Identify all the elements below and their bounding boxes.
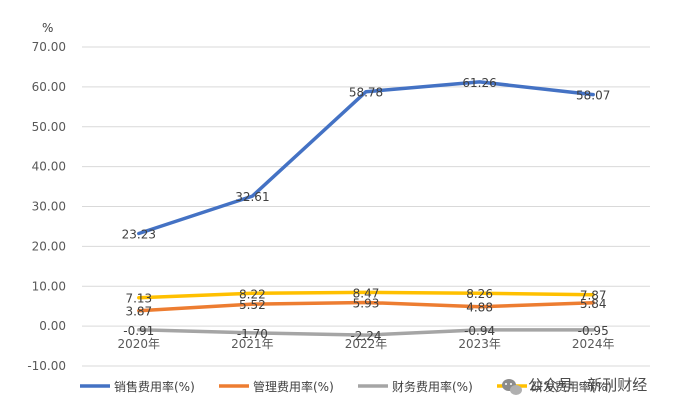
y-tick-label: 30.00 — [32, 200, 66, 214]
y-tick-label: 40.00 — [32, 160, 66, 174]
gridlines — [82, 46, 650, 367]
y-tick-label: 50.00 — [32, 120, 66, 134]
series-line-0 — [137, 80, 595, 236]
series-line-1 — [137, 300, 595, 313]
data-label: -0.95 — [578, 324, 609, 338]
data-label: 8.26 — [466, 287, 493, 301]
data-label: 23.23 — [122, 227, 156, 241]
data-label: 3.87 — [125, 305, 152, 319]
data-label: 61.26 — [462, 76, 496, 90]
data-label: -2.24 — [350, 329, 381, 343]
y-tick-label: 70.00 — [32, 40, 66, 54]
y-tick-label: 10.00 — [32, 279, 66, 293]
series-lines — [137, 80, 595, 337]
x-tick-label: 2024年 — [572, 337, 615, 351]
data-label: 7.13 — [125, 292, 152, 306]
wechat-icon — [502, 379, 522, 395]
data-label: -0.91 — [123, 324, 154, 338]
x-tick-label: 2020年 — [118, 337, 161, 351]
y-axis-ticks: 70.00 60.00 50.00 40.00 30.00 20.00 10.00 0.00 -… — [27, 40, 66, 373]
data-label: 58.07 — [576, 89, 610, 103]
data-label: 5.84 — [580, 297, 607, 311]
legend-label: 销售费用率(%) — [114, 379, 195, 394]
data-label: 32.61 — [235, 190, 269, 204]
y-tick-label: -10.00 — [27, 359, 66, 373]
data-label: 58.78 — [349, 86, 383, 100]
y-tick-label: 60.00 — [32, 80, 66, 94]
watermark: 公众号 · 新刊财经 — [502, 376, 647, 395]
data-label: 8.22 — [239, 287, 266, 301]
x-tick-label: 2021年 — [231, 337, 274, 351]
data-label: 4.88 — [466, 301, 493, 315]
y-axis-unit: % — [42, 21, 53, 35]
y-tick-label: 0.00 — [39, 319, 66, 333]
legend-label: 研发费用率(%) — [531, 379, 612, 394]
data-label: -1.70 — [237, 327, 268, 341]
series-line-3 — [137, 290, 595, 300]
data-label: 8.47 — [353, 286, 380, 300]
legend-label: 管理费用率(%) — [253, 379, 334, 394]
data-label: 5.93 — [353, 296, 380, 310]
x-axis-ticks: 2020年 2021年 2022年 2023年 2024年 — [118, 337, 615, 351]
data-label: 5.52 — [239, 298, 266, 312]
legend-label: 财务费用率(%) — [392, 379, 473, 394]
x-tick-label: 2022年 — [345, 337, 388, 351]
x-tick-label: 2023年 — [458, 337, 501, 351]
data-labels: 23.23 32.61 58.78 61.26 58.07 3.87 5.52 5.93 4.8… — [122, 76, 611, 343]
legend: 销售费用率(%) 管理费用率(%) 财务费用率(%) 研发费用率(%) — [80, 379, 612, 394]
watermark-text: 公众号 · 新刊财经 — [528, 376, 647, 394]
data-label: 7.87 — [580, 289, 607, 303]
data-label: -0.94 — [464, 324, 495, 338]
y-tick-label: 20.00 — [32, 239, 66, 253]
series-line-2 — [137, 328, 595, 337]
